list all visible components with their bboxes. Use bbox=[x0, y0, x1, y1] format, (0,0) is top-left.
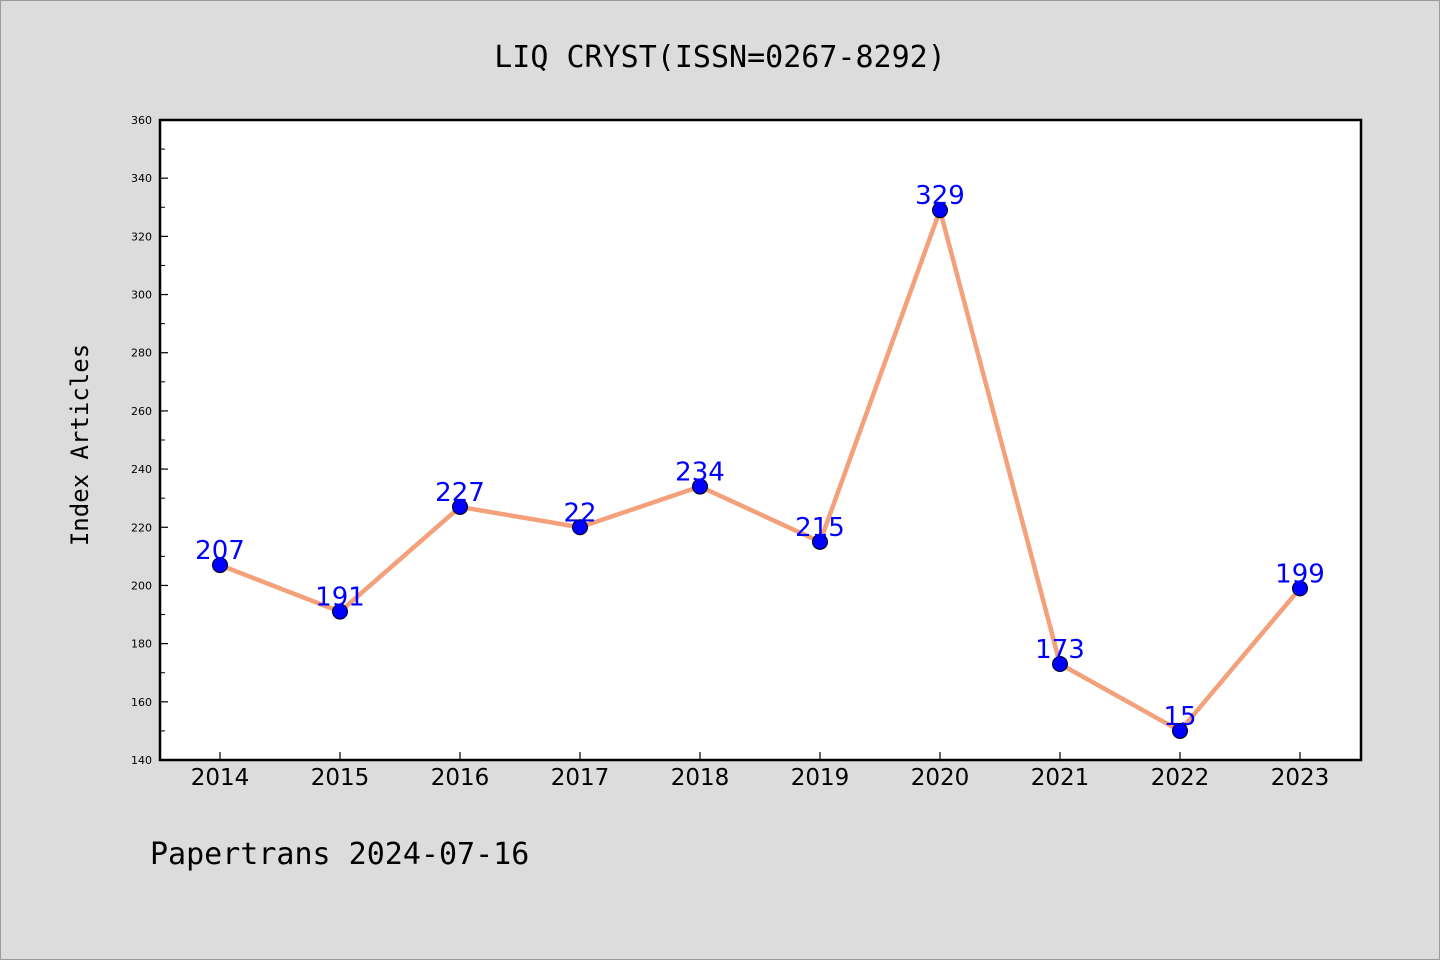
y-tick-label: 240 bbox=[131, 463, 152, 476]
y-tick-label: 260 bbox=[131, 405, 152, 418]
y-tick-label: 360 bbox=[131, 114, 152, 127]
y-tick-label: 320 bbox=[131, 230, 152, 243]
data-point bbox=[692, 478, 708, 495]
data-label: 173 bbox=[1035, 635, 1085, 665]
x-tick-label: 2015 bbox=[311, 765, 370, 791]
data-label: 227 bbox=[435, 478, 485, 508]
data-point bbox=[332, 603, 348, 620]
data-label: 234 bbox=[675, 458, 725, 488]
data-label: 215 bbox=[795, 513, 845, 543]
data-label: 199 bbox=[1275, 559, 1325, 589]
data-point bbox=[452, 498, 468, 515]
series-layer: 207 191 227 22 234 215 329 173 15 199 bbox=[195, 181, 1325, 739]
chart-title: LIQ CRYST(ISSN=0267-8292) bbox=[494, 40, 946, 75]
footer-text: Papertrans 2024-07-16 bbox=[150, 837, 529, 872]
series-line bbox=[217, 207, 1303, 734]
data-point bbox=[812, 533, 828, 550]
y-tick-label: 300 bbox=[131, 289, 152, 302]
x-tick-label: 2022 bbox=[1151, 765, 1210, 791]
data-label: 22 bbox=[563, 498, 596, 528]
y-tick-label: 140 bbox=[131, 754, 152, 767]
plot-area bbox=[158, 118, 1363, 762]
x-tick-label: 2019 bbox=[791, 765, 850, 791]
data-label: 191 bbox=[315, 583, 365, 613]
data-point bbox=[572, 519, 588, 536]
y-axis-label: Index Articles bbox=[66, 344, 94, 546]
x-tick-label: 2018 bbox=[671, 765, 730, 791]
data-label: 15 bbox=[1163, 702, 1196, 732]
data-point bbox=[1052, 656, 1068, 672]
x-tick-label: 2020 bbox=[911, 765, 970, 791]
x-tick-label: 2021 bbox=[1031, 765, 1090, 791]
data-point bbox=[932, 202, 948, 219]
y-tick-label: 340 bbox=[131, 172, 152, 185]
data-point bbox=[1172, 722, 1188, 739]
y-tick-label: 160 bbox=[131, 696, 152, 709]
y-axis-ticks: 140 160 180 200 220 240 260 280 300 320 340 360 bbox=[131, 114, 168, 767]
x-axis-ticks: 2014 2015 2016 2017 2018 2019 2020 2021 2022 2023 bbox=[191, 752, 1330, 791]
data-point bbox=[212, 557, 228, 574]
y-tick-label: 220 bbox=[131, 521, 152, 534]
x-tick-label: 2017 bbox=[551, 765, 610, 791]
y-tick-label: 200 bbox=[131, 579, 152, 592]
data-point bbox=[1292, 580, 1308, 597]
x-tick-label: 2014 bbox=[191, 765, 250, 791]
x-tick-label: 2023 bbox=[1271, 765, 1330, 791]
y-tick-label: 180 bbox=[131, 638, 152, 651]
y-tick-label: 280 bbox=[131, 347, 152, 360]
data-label: 329 bbox=[915, 181, 965, 211]
data-label: 207 bbox=[195, 536, 245, 566]
x-tick-label: 2016 bbox=[431, 765, 490, 791]
